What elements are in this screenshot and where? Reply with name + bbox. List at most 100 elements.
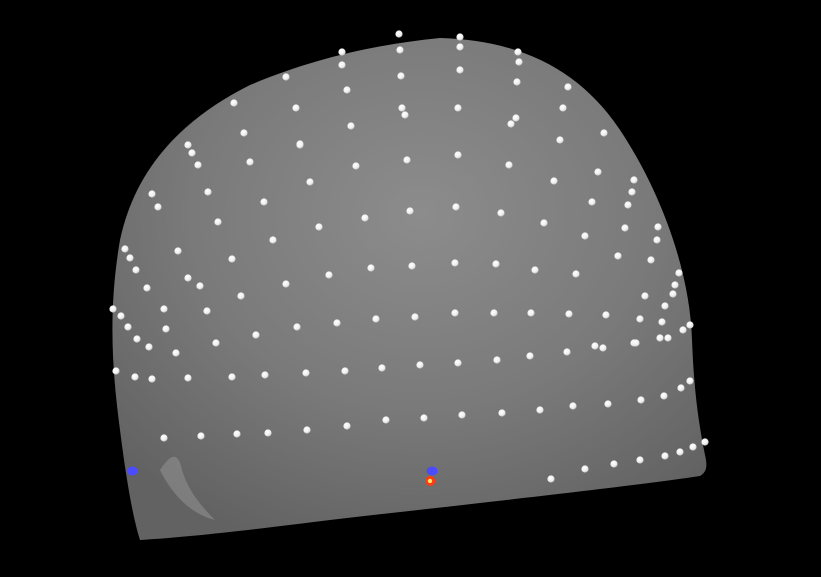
electrode-marker xyxy=(133,335,141,343)
head-surface-mesh xyxy=(112,38,707,540)
electrode-marker xyxy=(456,66,464,74)
electrode-marker xyxy=(416,361,424,369)
electrode-marker xyxy=(456,33,464,41)
electrode-marker xyxy=(112,367,120,375)
electrode-marker xyxy=(252,331,260,339)
electrode-marker xyxy=(658,318,666,326)
electrode-marker xyxy=(686,377,694,385)
electrode-marker xyxy=(527,309,535,317)
electrode-marker xyxy=(664,334,672,342)
electrode-marker xyxy=(591,342,599,350)
electrode-marker xyxy=(154,203,162,211)
electrode-marker xyxy=(347,122,355,130)
electrode-marker xyxy=(264,429,272,437)
electrode-marker xyxy=(624,201,632,209)
electrode-marker xyxy=(408,262,416,270)
electrode-marker xyxy=(661,302,669,310)
electrode-marker xyxy=(669,290,677,298)
electrode-marker xyxy=(246,158,254,166)
electrode-marker xyxy=(454,151,462,159)
electrode-marker xyxy=(689,443,697,451)
electrode-marker xyxy=(563,348,571,356)
electrode-marker xyxy=(526,352,534,360)
electrode-marker xyxy=(656,334,664,342)
electrode-marker xyxy=(212,339,220,347)
electrode-marker xyxy=(536,406,544,414)
electrode-marker xyxy=(338,48,346,56)
electrode-marker xyxy=(315,223,323,231)
electrode-marker xyxy=(204,188,212,196)
electrode-marker xyxy=(492,260,500,268)
electrode-marker xyxy=(395,30,403,38)
electrode-marker xyxy=(184,141,192,149)
electrode-marker xyxy=(451,309,459,317)
electrode-marker xyxy=(302,369,310,377)
electrode-marker xyxy=(269,236,277,244)
electrode-marker xyxy=(145,343,153,351)
electrode-marker xyxy=(367,264,375,272)
electrode-marker xyxy=(599,344,607,352)
electrode-marker xyxy=(398,104,406,112)
electrode-marker xyxy=(126,254,134,262)
electrode-marker xyxy=(397,72,405,80)
electrode-marker xyxy=(456,43,464,51)
electrode-marker xyxy=(117,312,125,320)
electrode-marker xyxy=(653,236,661,244)
electrode-marker xyxy=(132,266,140,274)
electrode-marker xyxy=(184,274,192,282)
electrode-marker xyxy=(497,209,505,217)
electrode-marker xyxy=(174,247,182,255)
electrode-marker xyxy=(505,161,513,169)
electrode-marker xyxy=(493,356,501,364)
electrode-marker xyxy=(588,198,596,206)
electrode-marker xyxy=(637,396,645,404)
electrode-marker xyxy=(396,46,404,54)
electrode-marker xyxy=(559,104,567,112)
electrode-marker xyxy=(540,219,548,227)
electrode-marker xyxy=(556,136,564,144)
electrode-marker xyxy=(162,325,170,333)
electrode-marker xyxy=(647,256,655,264)
electrode-marker xyxy=(148,375,156,383)
electrode-marker xyxy=(338,61,346,69)
electrode-marker xyxy=(614,252,622,260)
electrode-marker xyxy=(454,104,462,112)
electrode-marker xyxy=(594,168,602,176)
electrode-marker xyxy=(131,373,139,381)
electrode-marker xyxy=(292,104,300,112)
electrode-marker xyxy=(581,465,589,473)
fiducial-left-marker xyxy=(126,466,138,476)
electrode-marker xyxy=(196,282,204,290)
electrode-marker xyxy=(661,452,669,460)
electrode-marker xyxy=(512,114,520,122)
electrode-marker xyxy=(569,402,577,410)
electrode-marker xyxy=(572,270,580,278)
electrode-marker xyxy=(143,284,151,292)
electrode-marker xyxy=(677,384,685,392)
electrode-marker xyxy=(565,310,573,318)
selected-point-center xyxy=(427,478,433,484)
electrode-marker xyxy=(675,269,683,277)
electrode-marker xyxy=(228,255,236,263)
electrode-marker xyxy=(378,364,386,372)
electrode-marker xyxy=(372,315,380,323)
electrode-marker xyxy=(636,456,644,464)
electrode-marker xyxy=(343,86,351,94)
electrode-marker xyxy=(341,367,349,375)
electrode-marker xyxy=(686,321,694,329)
electrode-marker xyxy=(531,266,539,274)
electrode-marker xyxy=(660,392,668,400)
electrode-marker xyxy=(188,149,196,157)
electrode-marker xyxy=(228,373,236,381)
electrode-markers xyxy=(109,30,709,483)
electrode-marker xyxy=(214,218,222,226)
electrode-marker xyxy=(203,307,211,315)
electrode-marker xyxy=(490,309,498,317)
electrode-marker xyxy=(564,83,572,91)
electrode-marker xyxy=(451,259,459,267)
electrode-marker xyxy=(621,224,629,232)
electrode-marker xyxy=(676,448,684,456)
electrode-marker xyxy=(237,292,245,300)
